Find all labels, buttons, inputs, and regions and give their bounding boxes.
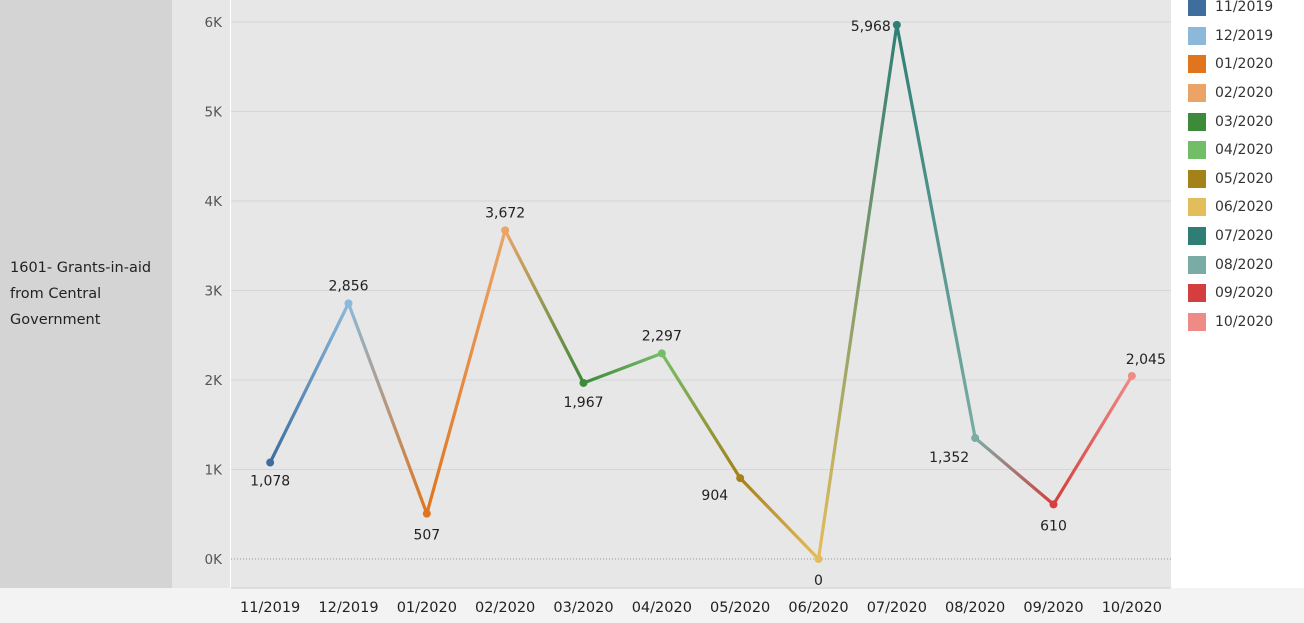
legend-label: 04/2020: [1215, 142, 1274, 159]
data-point[interactable]: [1127, 371, 1136, 380]
legend-swatch: [1188, 284, 1206, 303]
legend-item[interactable]: 05/2020: [1188, 165, 1304, 194]
legend-swatch: [1188, 141, 1206, 160]
data-point[interactable]: [579, 378, 588, 387]
legend-swatch: [1188, 255, 1206, 274]
data-label: 904: [701, 488, 728, 504]
legend-swatch: [1188, 198, 1206, 217]
x-tick-label: 03/2020: [553, 600, 613, 616]
legend-swatch: [1188, 112, 1206, 131]
series-line-segment: [895, 23, 977, 440]
legend-item[interactable]: 11/2019: [1188, 0, 1304, 22]
legend-label: 05/2020: [1215, 170, 1274, 187]
data-point[interactable]: [736, 474, 745, 483]
legend-item[interactable]: 08/2020: [1188, 250, 1304, 279]
data-label: 2,045: [1126, 352, 1166, 368]
data-point[interactable]: [814, 555, 823, 563]
series-line-segment: [268, 301, 351, 465]
series-line-segment: [581, 351, 664, 385]
y-tick-label: 0K: [205, 552, 224, 568]
x-tick-label: 05/2020: [710, 600, 770, 616]
legend-swatch: [1188, 55, 1206, 74]
plot-area: [231, 0, 1171, 588]
x-axis-strip: [0, 588, 1304, 623]
legend-swatch: [1188, 169, 1206, 188]
y-tick-label: 4K: [205, 194, 224, 210]
legend-item[interactable]: 01/2020: [1188, 50, 1304, 79]
legend-swatch: [1188, 26, 1206, 45]
series-line-segment: [425, 228, 507, 516]
legend-item[interactable]: 12/2019: [1188, 22, 1304, 51]
legend-item[interactable]: 04/2020: [1188, 136, 1304, 165]
x-tick-label: 06/2020: [788, 600, 848, 616]
legend-label: 08/2020: [1215, 256, 1274, 273]
legend-label: 09/2020: [1215, 285, 1274, 302]
data-point[interactable]: [266, 458, 275, 467]
legend-item[interactable]: 03/2020: [1188, 107, 1304, 136]
series-line-segment: [346, 301, 429, 516]
legend-item[interactable]: 07/2020: [1188, 222, 1304, 251]
row-header-label: 1601- Grants-in-aid from Central Governm…: [10, 260, 152, 328]
data-point[interactable]: [422, 509, 431, 518]
series-line-segment: [738, 476, 821, 561]
data-point[interactable]: [892, 20, 901, 29]
data-label: 1,078: [250, 474, 290, 490]
x-tick-label: 10/2020: [1102, 600, 1162, 616]
y-tick-label: 6K: [205, 15, 224, 31]
x-tick-label: 08/2020: [945, 600, 1005, 616]
y-tick-label: 2K: [205, 373, 224, 389]
x-tick-label: 11/2019: [240, 600, 300, 616]
data-label: 1,967: [563, 395, 603, 411]
legend-label: 06/2020: [1215, 199, 1274, 216]
y-axis-area: [172, 0, 230, 588]
legend-item[interactable]: 09/2020: [1188, 279, 1304, 308]
x-tick-label: 04/2020: [632, 600, 692, 616]
legend-item[interactable]: 02/2020: [1188, 79, 1304, 108]
data-label: 610: [1040, 518, 1067, 534]
series-line-segment: [973, 436, 1056, 507]
data-label: 2,297: [642, 328, 682, 344]
row-header: 1601- Grants-in-aid from Central Governm…: [0, 0, 172, 588]
data-point[interactable]: [1049, 500, 1058, 509]
data-label: 0: [814, 573, 823, 589]
legend-swatch: [1188, 227, 1206, 246]
legend-swatch: [1188, 84, 1206, 103]
legend-label: 10/2020: [1215, 313, 1274, 330]
x-tick-label: 12/2019: [318, 600, 378, 616]
legend-label: 02/2020: [1215, 85, 1274, 102]
y-tick-label: 3K: [205, 284, 224, 300]
data-label: 2,856: [328, 278, 368, 294]
x-tick-label: 07/2020: [867, 600, 927, 616]
data-point[interactable]: [501, 226, 510, 235]
legend-swatch: [1188, 312, 1206, 331]
legend-label: 07/2020: [1215, 228, 1274, 245]
series-line-segment: [816, 23, 899, 561]
data-label: 5,968: [851, 19, 891, 35]
legend-item[interactable]: 06/2020: [1188, 193, 1304, 222]
legend-label: 12/2019: [1215, 27, 1274, 44]
series-line-segment: [503, 228, 586, 385]
data-label: 1,352: [929, 450, 969, 466]
y-tick-label: 5K: [205, 105, 224, 121]
x-tick-label: 01/2020: [397, 600, 457, 616]
legend-label: 11/2019: [1215, 0, 1274, 16]
legend-item[interactable]: 10/2020: [1188, 308, 1304, 337]
legend-label: 01/2020: [1215, 56, 1274, 73]
series-line-segment: [660, 351, 742, 480]
data-label: 3,672: [485, 205, 525, 221]
legend-label: 03/2020: [1215, 113, 1274, 130]
y-tick-label: 1K: [205, 463, 224, 479]
legend-swatch: [1188, 0, 1206, 17]
x-tick-label: 02/2020: [475, 600, 535, 616]
data-point[interactable]: [657, 349, 666, 358]
data-label: 507: [413, 528, 440, 544]
data-point[interactable]: [971, 433, 980, 442]
data-point[interactable]: [344, 299, 353, 308]
series-line-segment: [1051, 374, 1134, 507]
x-tick-label: 09/2020: [1023, 600, 1083, 616]
legend: 11/2019 12/2019 01/2020 02/2020 03/2020 04/20…: [1188, 0, 1304, 337]
